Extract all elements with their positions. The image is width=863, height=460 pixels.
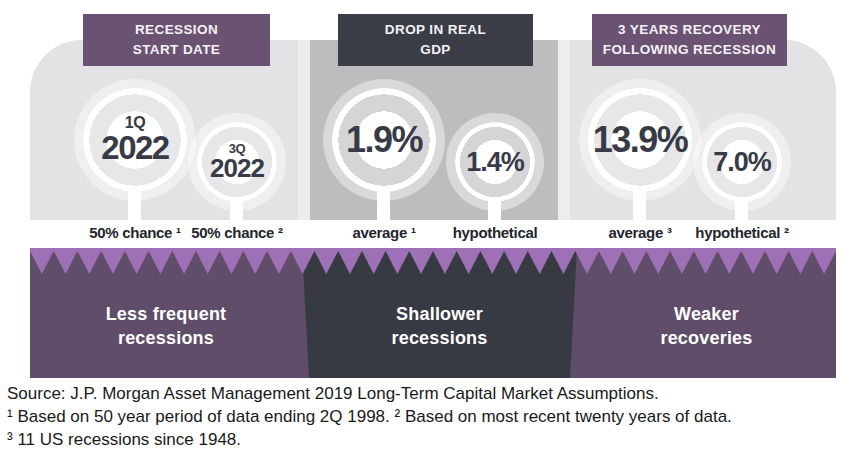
bubble-year: 2022	[101, 131, 168, 166]
source-line: Source: J.P. Morgan Asset Management 201…	[7, 382, 859, 405]
value-bubble-recovery-average: 13.9%	[588, 88, 692, 192]
bubble-percent: 7.0%	[713, 149, 771, 176]
value-bubble-recovery-hypothetical: 7.0%	[702, 122, 782, 202]
footnote-line: ³ 11 US recessions since 1948.	[7, 428, 859, 451]
takeaway-band: Less frequent recessions Shallower reces…	[30, 248, 836, 378]
takeaway-less-frequent-recessions: Less frequent recessions	[30, 274, 302, 378]
header-recession-start-date: RECESSION START DATE	[83, 14, 270, 66]
bubble-percent: 13.9%	[593, 122, 688, 158]
value-bubble-1q-2022: 1Q 2022	[83, 88, 187, 192]
value-label: hypothetical ²	[667, 224, 817, 241]
value-bubble-gdp-average: 1.9%	[332, 88, 436, 192]
value-bubble-gdp-hypothetical: 1.4%	[455, 122, 535, 202]
recession-infographic: RECESSION START DATE DROP IN REAL GDP 3 …	[0, 0, 863, 460]
value-label: hypothetical	[420, 224, 570, 241]
footnote-line: ¹ Based on 50 year period of data ending…	[7, 405, 859, 428]
value-bubble-3q-2022: 3Q 2022	[197, 122, 277, 202]
header-drop-in-real-gdp: DROP IN REAL GDP	[338, 14, 533, 66]
bubble-year: 2022	[210, 155, 264, 182]
bubble-percent: 1.4%	[466, 149, 524, 176]
source-footnotes: Source: J.P. Morgan Asset Management 201…	[7, 382, 859, 451]
value-label: 50% chance ²	[162, 224, 312, 241]
zigzag-pattern-icon	[30, 248, 836, 274]
bubble-percent: 1.9%	[346, 122, 422, 158]
takeaway-weaker-recoveries: Weaker recoveries	[577, 274, 836, 378]
header-3-years-recovery: 3 YEARS RECOVERY FOLLOWING RECESSION	[592, 14, 787, 66]
takeaway-shallower-recessions: Shallower recessions	[302, 274, 577, 378]
